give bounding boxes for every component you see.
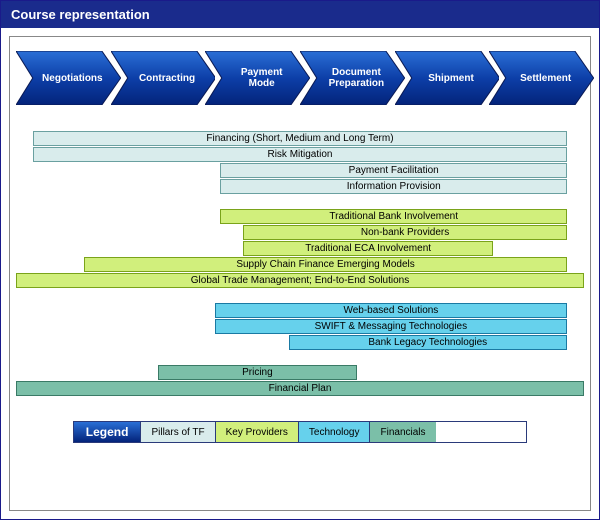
legend-item-label: Financials [380,427,425,438]
process-step: Payment Mode [205,51,310,105]
legend-item-label: Key Providers [226,427,288,438]
span-bar-label: Risk Mitigation [267,149,332,160]
process-step-label: Payment Mode [217,51,306,105]
span-bar: SWIFT & Messaging Technologies [215,319,567,334]
legend-item-label: Technology [309,427,360,438]
span-bar-label: Global Trade Management; End-to-End Solu… [191,275,409,286]
process-step-label: Document Preparation [312,51,401,105]
span-bar: Traditional Bank Involvement [220,209,566,224]
span-bar-label: Information Provision [347,181,441,192]
span-bar: Pricing [158,365,357,380]
span-bar: Supply Chain Finance Emerging Models [84,257,567,272]
legend-item: Key Providers [215,422,298,442]
span-bar-label: SWIFT & Messaging Technologies [315,321,467,332]
span-bar-label: Payment Facilitation [349,165,439,176]
span-bar-label: Non-bank Providers [361,227,449,238]
legend-item: Financials [369,422,435,442]
canvas-wrap: NegotiationsContractingPayment ModeDocum… [1,28,599,519]
span-bar-label: Traditional Bank Involvement [329,211,458,222]
span-bar: Payment Facilitation [220,163,566,178]
legend-item: Pillars of TF [140,422,214,442]
diagram-frame: Course representation NegotiationsContra… [0,0,600,520]
process-step: Contracting [111,51,216,105]
page-title: Course representation [1,1,599,28]
process-step: Settlement [489,51,594,105]
span-bar: Bank Legacy Technologies [289,335,567,350]
span-bar-label: Financing (Short, Medium and Long Term) [206,133,393,144]
process-step-label: Contracting [123,51,212,105]
span-bar: Risk Mitigation [33,147,567,162]
process-flow-row: NegotiationsContractingPayment ModeDocum… [16,51,584,105]
legend-item-label: Pillars of TF [151,427,204,438]
span-bar: Financing (Short, Medium and Long Term) [33,131,567,146]
legend: Legend Pillars of TF Key Providers Technolo… [73,421,527,443]
span-bar: Non-bank Providers [243,225,567,240]
span-bar: Traditional ECA Involvement [243,241,493,256]
legend-title: Legend [74,422,141,442]
legend-item: Technology [298,422,370,442]
process-step-label: Settlement [501,51,590,105]
span-bar-label: Bank Legacy Technologies [368,337,487,348]
diagram-canvas: NegotiationsContractingPayment ModeDocum… [9,36,591,511]
span-bar-label: Traditional ECA Involvement [305,243,431,254]
process-step-label: Negotiations [28,51,117,105]
span-bar-label: Pricing [242,367,273,378]
span-bar: Information Provision [220,179,566,194]
span-bar-label: Web-based Solutions [343,305,438,316]
span-bar: Global Trade Management; End-to-End Solu… [16,273,584,288]
process-step: Document Preparation [300,51,405,105]
span-bar-label: Supply Chain Finance Emerging Models [236,259,414,270]
span-bar-label: Financial Plan [269,383,332,394]
span-bar: Web-based Solutions [215,303,567,318]
process-step: Shipment [395,51,500,105]
span-bar: Financial Plan [16,381,584,396]
process-step-label: Shipment [407,51,496,105]
process-step: Negotiations [16,51,121,105]
